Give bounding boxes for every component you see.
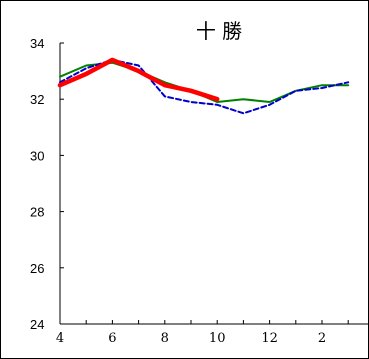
plot-area: 24 26 28 30 32 34 4 6 8 10 12 2 (30, 36, 369, 346)
y-tick-label: 24 (30, 317, 44, 332)
series-line-2 (60, 60, 348, 113)
x-tick-label: 6 (108, 331, 116, 346)
y-tick-label: 26 (30, 261, 44, 276)
chart-title: 十 勝 (196, 19, 242, 43)
y-tick-label: 30 (30, 148, 44, 163)
y-tick-label: 32 (30, 92, 44, 107)
x-tick-label: 10 (209, 331, 226, 346)
x-tick-label: 8 (161, 331, 169, 346)
y-tick-label: 28 (30, 205, 44, 220)
x-tick-label: 4 (56, 331, 64, 346)
y-tick-label: 34 (30, 36, 44, 51)
x-tick-label: 12 (261, 331, 278, 346)
x-tick-label: 2 (318, 331, 326, 346)
